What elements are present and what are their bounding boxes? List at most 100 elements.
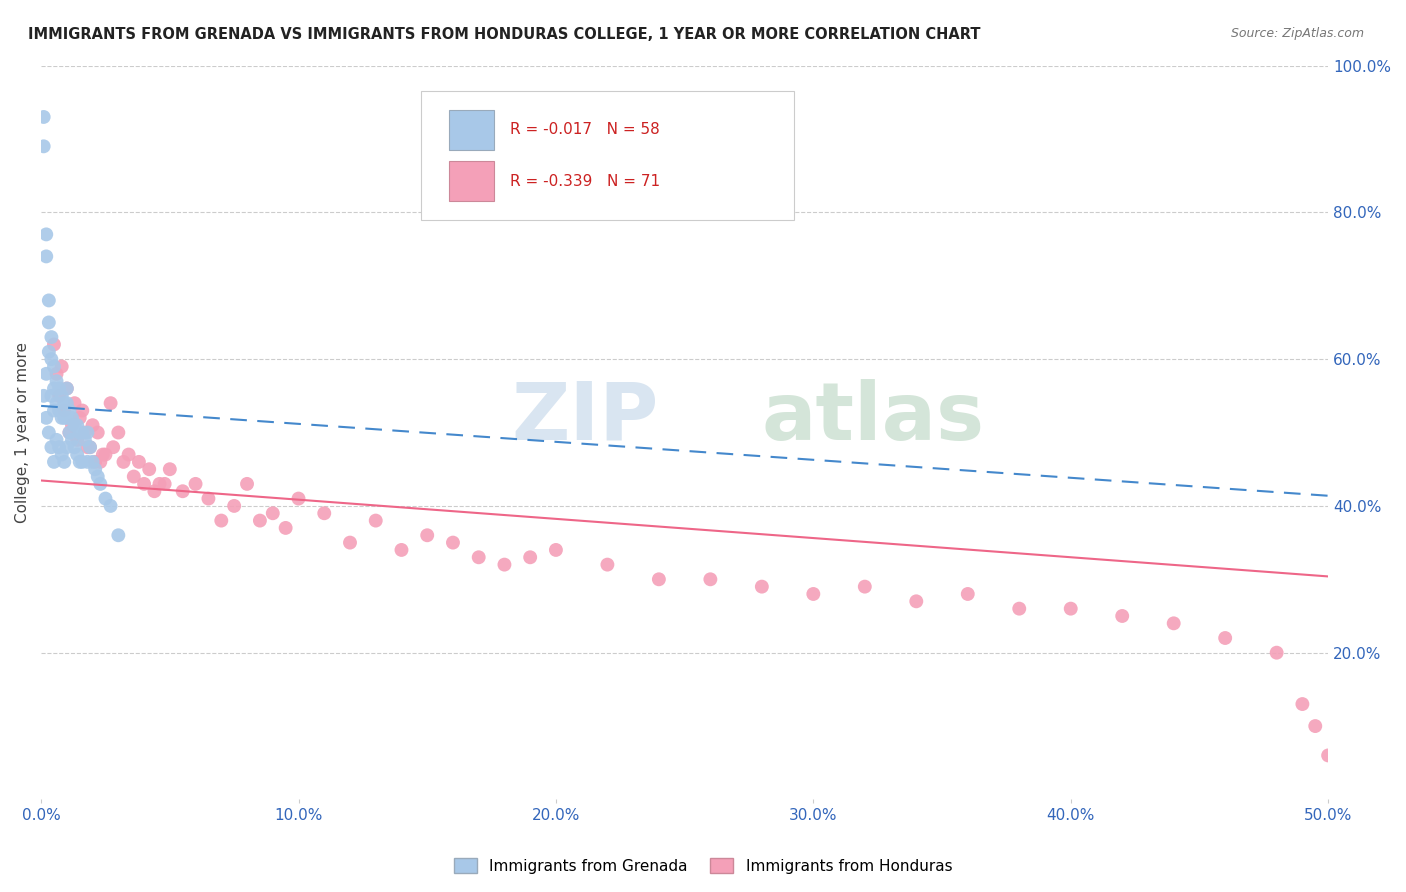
Point [544, 543, 567, 558]
Legend: Immigrants from Grenada, Immigrants from Honduras: Immigrants from Grenada, Immigrants from… [447, 852, 959, 880]
Point [441, 535, 464, 549]
Point [53, 396, 76, 410]
Point [35, 227, 58, 242]
Point [339, 535, 361, 549]
Point [63, 396, 86, 410]
Point [66, 418, 89, 433]
Point [94, 491, 117, 506]
Point [72, 425, 94, 440]
Point [956, 587, 979, 601]
Point [35, 410, 58, 425]
Point [172, 484, 194, 499]
Point [224, 499, 246, 513]
Point [236, 476, 259, 491]
Point [143, 484, 166, 499]
Point [48, 382, 70, 396]
Point [73, 425, 96, 440]
Point [72, 403, 94, 417]
Point [391, 543, 413, 558]
Point [209, 514, 232, 528]
Point [87, 425, 110, 440]
Point [63, 418, 86, 433]
Point [107, 528, 129, 542]
Point [117, 448, 139, 462]
Point [66, 448, 89, 462]
Point [69, 410, 91, 425]
Point [91, 448, 114, 462]
Point [53, 403, 76, 417]
Point [103, 440, 125, 454]
Point [1111, 609, 1133, 624]
Point [153, 476, 176, 491]
Point [35, 249, 58, 263]
Point [751, 580, 773, 594]
Point [853, 580, 876, 594]
Point [60, 433, 83, 447]
Text: Source: ZipAtlas.com: Source: ZipAtlas.com [1230, 27, 1364, 40]
Point [128, 455, 150, 469]
Point [82, 455, 104, 469]
Point [42, 403, 65, 417]
Point [1291, 697, 1313, 711]
Point [42, 455, 65, 469]
Point [73, 433, 96, 447]
Point [42, 382, 65, 396]
Point [48, 389, 70, 403]
Point [69, 425, 91, 440]
Point [79, 440, 101, 454]
Point [56, 440, 79, 454]
Point [76, 440, 98, 454]
Bar [449, 110, 494, 150]
Point [56, 396, 79, 410]
Point [53, 455, 76, 469]
Point [45, 433, 67, 447]
Point [274, 521, 297, 535]
Point [60, 418, 83, 433]
Point [41, 352, 63, 367]
Point [72, 455, 94, 469]
Point [89, 476, 111, 491]
Point [38, 344, 60, 359]
Text: R = -0.339   N = 71: R = -0.339 N = 71 [509, 174, 659, 189]
Point [648, 572, 671, 586]
Point [51, 389, 73, 403]
Point [69, 455, 91, 469]
FancyBboxPatch shape [420, 91, 794, 219]
Point [87, 469, 110, 483]
Point [84, 455, 107, 469]
Point [1265, 646, 1288, 660]
Point [38, 293, 60, 308]
Text: ZIP: ZIP [512, 379, 659, 457]
Point [159, 462, 181, 476]
Point [494, 558, 516, 572]
Point [100, 499, 122, 513]
Point [32, 389, 55, 403]
Point [1303, 719, 1326, 733]
Point [51, 448, 73, 462]
Point [58, 403, 80, 417]
Point [1060, 601, 1083, 615]
Point [45, 396, 67, 410]
Point [132, 476, 155, 491]
Point [1008, 601, 1031, 615]
Point [63, 440, 86, 454]
Point [84, 462, 107, 476]
Text: atlas: atlas [762, 379, 986, 457]
Point [364, 514, 387, 528]
Point [801, 587, 824, 601]
Point [905, 594, 928, 608]
Point [41, 389, 63, 403]
Point [45, 367, 67, 381]
Point [89, 455, 111, 469]
Point [79, 440, 101, 454]
Point [58, 425, 80, 440]
Point [76, 455, 98, 469]
Point [262, 506, 284, 520]
Point [66, 433, 89, 447]
Point [699, 572, 721, 586]
Point [51, 359, 73, 374]
Point [48, 440, 70, 454]
Point [596, 558, 619, 572]
Point [60, 410, 83, 425]
Point [519, 550, 541, 565]
